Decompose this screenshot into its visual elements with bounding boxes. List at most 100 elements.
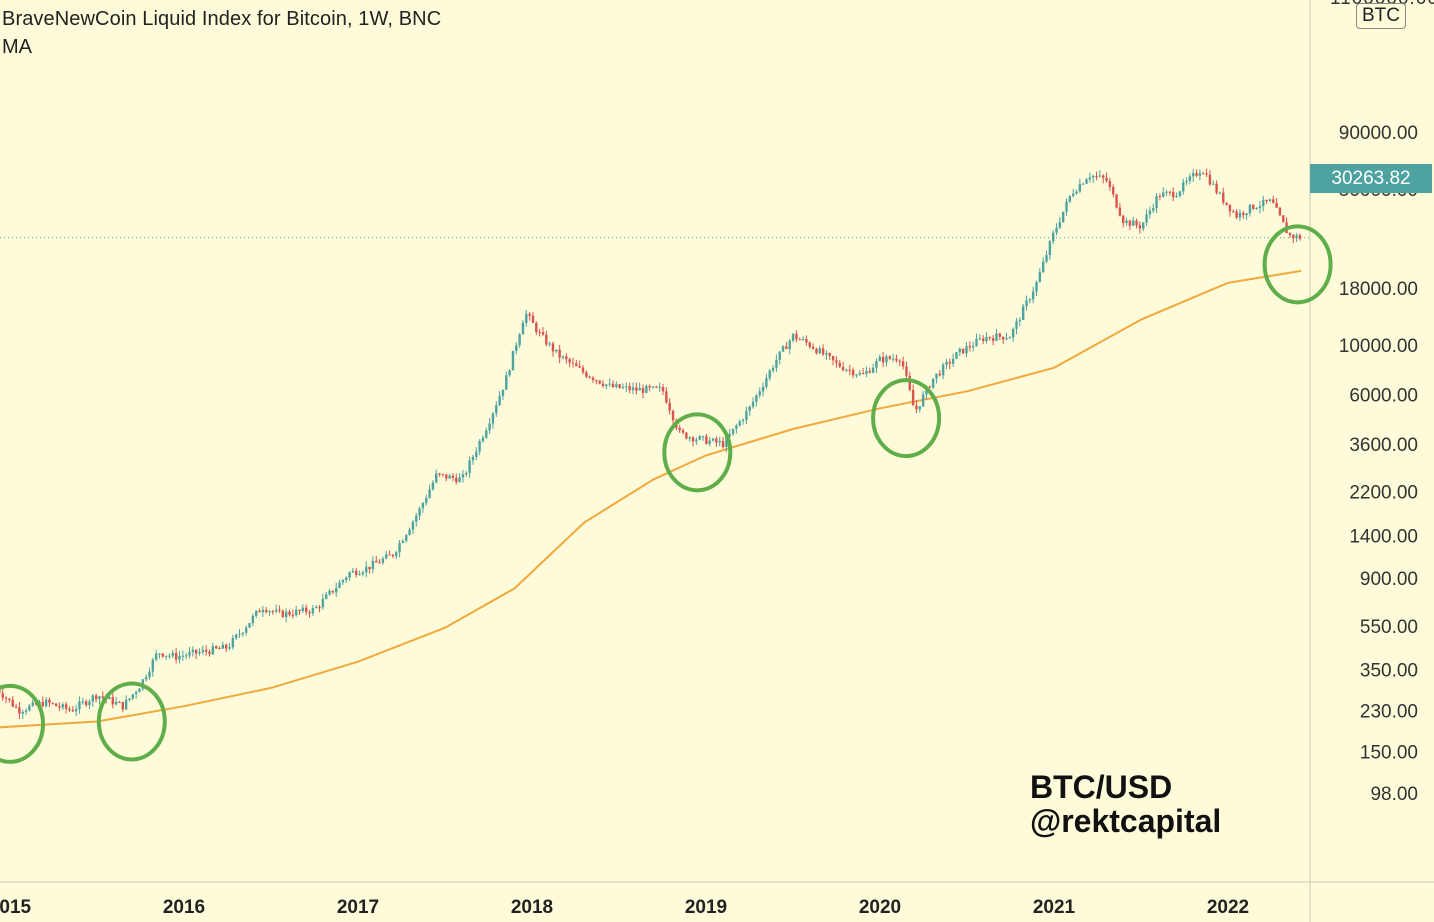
candle-body xyxy=(1245,213,1248,216)
candle-body xyxy=(291,614,295,616)
chart-title: BraveNewCoin Liquid Index for Bitcoin, 1… xyxy=(2,8,442,30)
candle-body xyxy=(318,607,321,609)
candle-body xyxy=(805,339,808,343)
candle-body xyxy=(231,638,235,648)
candle-body xyxy=(578,366,581,368)
candle-body xyxy=(615,384,618,388)
candle-body xyxy=(224,644,228,649)
candle-body xyxy=(465,472,468,475)
candle-body xyxy=(1178,191,1182,196)
candle-body xyxy=(1232,211,1235,213)
candle-body xyxy=(708,440,711,444)
candle-body xyxy=(1031,291,1035,300)
candle-body xyxy=(181,655,185,657)
candle-body xyxy=(915,405,918,410)
candle-body xyxy=(495,405,498,414)
candle-body xyxy=(1158,196,1162,198)
candle-body xyxy=(425,497,428,504)
candle-body xyxy=(418,508,421,516)
x-tick-label: 2022 xyxy=(1207,897,1249,918)
candle-body xyxy=(718,441,721,443)
candle-body xyxy=(355,570,358,575)
candle-body xyxy=(651,386,655,388)
candle-body xyxy=(1035,282,1038,292)
candle-body xyxy=(191,649,195,652)
candle-body xyxy=(1,693,4,698)
candle-body xyxy=(101,696,104,698)
candle-body xyxy=(1292,234,1295,239)
candle-body xyxy=(851,369,855,376)
candle-body xyxy=(598,380,601,384)
candle-body xyxy=(575,363,578,367)
candle-body xyxy=(405,534,408,541)
candle-body xyxy=(378,562,381,564)
candle-body xyxy=(855,374,858,376)
candle-body xyxy=(1192,173,1195,177)
y-tick-label: 18000.00 xyxy=(1339,279,1418,300)
candle-body xyxy=(765,378,768,387)
candle-body xyxy=(935,373,938,379)
candle-body xyxy=(565,356,568,360)
candle-body xyxy=(741,419,745,422)
x-tick-label: 2020 xyxy=(859,897,901,918)
candle-body xyxy=(845,369,848,371)
candle-body xyxy=(1138,225,1142,229)
candle-body xyxy=(1015,321,1018,329)
candle-body xyxy=(618,384,621,388)
y-tick-label: 230.00 xyxy=(1360,701,1418,722)
candle-body xyxy=(558,349,561,358)
currency-badge[interactable]: BTC xyxy=(1356,3,1406,29)
tick-labels: 90000.0050000.0018000.0010000.006000.003… xyxy=(0,123,1418,918)
candle-body xyxy=(795,333,798,340)
candle-body xyxy=(821,348,825,355)
candle-body xyxy=(114,701,118,705)
candle-body xyxy=(525,313,528,323)
candle-body xyxy=(1001,336,1005,340)
candle-body xyxy=(361,572,365,574)
highlight-circles xyxy=(0,224,1333,764)
highlight-circle xyxy=(662,412,733,493)
y-tick-label: 2200.00 xyxy=(1349,483,1418,504)
candle-body xyxy=(955,352,958,359)
candle-body xyxy=(605,384,608,387)
candle-body xyxy=(1155,196,1158,209)
candle-body xyxy=(811,346,815,349)
candle-body xyxy=(311,608,315,614)
candle-body xyxy=(1278,207,1282,216)
candle-body xyxy=(731,428,735,434)
indicator-label: MA xyxy=(2,36,32,58)
candle-body xyxy=(91,695,94,702)
candle-body xyxy=(14,706,18,708)
candle-body xyxy=(381,558,385,563)
candle-body xyxy=(385,554,388,559)
candle-body xyxy=(655,386,658,388)
candle-body xyxy=(244,627,248,633)
candle-body xyxy=(274,609,278,612)
highlight-circle xyxy=(871,378,942,459)
x-tick-label: 2018 xyxy=(511,897,553,918)
candle-body xyxy=(668,402,671,411)
candle-body xyxy=(1045,254,1048,262)
candle-body xyxy=(848,369,851,371)
candle-body xyxy=(601,383,605,387)
candle-body xyxy=(51,702,54,704)
candle-body xyxy=(635,387,638,391)
candle-body xyxy=(931,378,935,388)
candle-body xyxy=(1282,215,1285,223)
candle-body xyxy=(471,456,475,461)
candle-body xyxy=(431,482,435,490)
candle-body xyxy=(631,387,635,391)
candle-body xyxy=(1125,220,1128,224)
candle-body xyxy=(1051,232,1055,242)
candle-body xyxy=(695,439,698,442)
candle-body xyxy=(448,475,451,479)
candle-body xyxy=(611,383,615,388)
candle-body xyxy=(661,387,665,392)
candle-body xyxy=(1008,337,1012,339)
candle-body xyxy=(778,351,781,360)
candle-body xyxy=(261,609,265,613)
candle-body xyxy=(31,702,34,706)
candle-body xyxy=(408,529,411,535)
candle-body xyxy=(365,566,368,573)
